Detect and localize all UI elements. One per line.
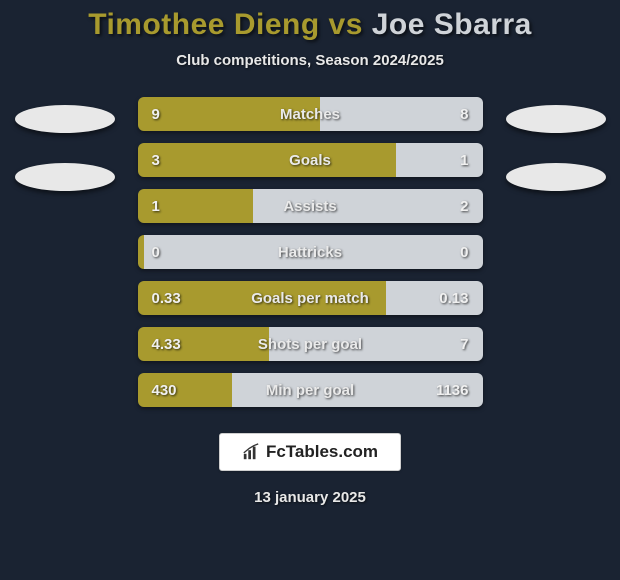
- brand-text: FcTables.com: [266, 442, 378, 462]
- main-row: 9Matches8 3Goals1 1Assists2 0Hattricks0 0.33…: [0, 97, 620, 407]
- infographic-date: 13 january 2025: [254, 489, 366, 506]
- avatar-placeholder: [506, 105, 606, 133]
- right-avatar-col: [501, 97, 611, 191]
- stat-bar: 3Goals1: [138, 143, 483, 177]
- avatar-placeholder: [506, 163, 606, 191]
- title-player1: Timothee Dieng: [88, 8, 319, 41]
- brand-badge: FcTables.com: [219, 433, 401, 471]
- stat-label: Matches: [138, 106, 483, 123]
- stat-label: Hattricks: [138, 244, 483, 261]
- stat-bar: 0.33Goals per match0.13: [138, 281, 483, 315]
- left-avatar-col: [10, 97, 120, 191]
- avatar-placeholder: [15, 105, 115, 133]
- stat-bar: 0Hattricks0: [138, 235, 483, 269]
- stat-bar-overlay: 3Goals1: [138, 143, 483, 177]
- title-player2: Joe Sbarra: [372, 8, 532, 41]
- stat-bar: 9Matches8: [138, 97, 483, 131]
- stat-label: Assists: [138, 198, 483, 215]
- title-vs: vs: [320, 8, 372, 41]
- stat-label: Goals: [138, 152, 483, 169]
- stat-bar-overlay: 1Assists2: [138, 189, 483, 223]
- stat-bar: 4.33Shots per goal7: [138, 327, 483, 361]
- stat-bar: 430Min per goal1136: [138, 373, 483, 407]
- page-title: Timothee Dieng vs Joe Sbarra: [88, 8, 532, 42]
- stat-label: Shots per goal: [138, 336, 483, 353]
- stat-bar-overlay: 0.33Goals per match0.13: [138, 281, 483, 315]
- chart-icon: [242, 443, 260, 461]
- stat-bar-overlay: 430Min per goal1136: [138, 373, 483, 407]
- subtitle: Club competitions, Season 2024/2025: [176, 52, 444, 69]
- comparison-infographic: Timothee Dieng vs Joe Sbarra Club compet…: [0, 0, 620, 580]
- stat-label: Min per goal: [138, 382, 483, 399]
- stat-label: Goals per match: [138, 290, 483, 307]
- stat-bar-overlay: 4.33Shots per goal7: [138, 327, 483, 361]
- stats-column: 9Matches8 3Goals1 1Assists2 0Hattricks0 0.33…: [138, 97, 483, 407]
- stat-bar: 1Assists2: [138, 189, 483, 223]
- stat-bar-overlay: 9Matches8: [138, 97, 483, 131]
- stat-bar-overlay: 0Hattricks0: [138, 235, 483, 269]
- avatar-placeholder: [15, 163, 115, 191]
